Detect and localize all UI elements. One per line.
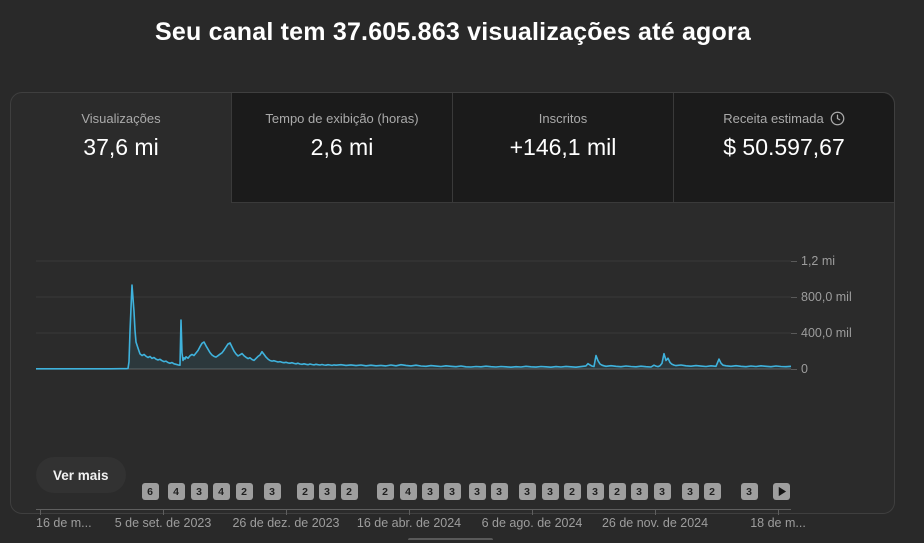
ver-mais-button[interactable]: Ver mais	[36, 457, 126, 493]
badge-next-button[interactable]	[773, 483, 790, 500]
video-count-badge[interactable]: 3	[681, 483, 699, 500]
y-axis-label: 0	[801, 362, 808, 376]
tab-views-label: Visualizações	[11, 111, 231, 126]
x-axis-date-label: 16 de m...	[36, 516, 92, 530]
video-count-badge[interactable]: 3	[541, 483, 559, 500]
video-count-badge[interactable]: 2	[608, 483, 626, 500]
tab-subscribers[interactable]: Inscritos +146,1 mil	[452, 93, 673, 203]
x-axis-tick	[40, 510, 41, 515]
x-axis-tick	[778, 510, 779, 515]
y-axis-label: 400,0 mil	[801, 326, 852, 340]
x-axis-tick	[163, 510, 164, 515]
video-count-badge[interactable]: 2	[376, 483, 394, 500]
video-count-badge[interactable]: 3	[421, 483, 439, 500]
x-axis-line	[36, 509, 791, 510]
x-axis-date-label: 5 de set. de 2023	[114, 516, 212, 530]
video-count-badge[interactable]: 3	[190, 483, 208, 500]
y-axis-tick	[791, 332, 797, 334]
video-count-badge[interactable]: 4	[399, 483, 417, 500]
tab-revenue[interactable]: Receita estimada $ 50.597,67	[673, 93, 894, 203]
x-axis-date-label: 6 de ago. de 2024	[481, 516, 583, 530]
tab-subscribers-label: Inscritos	[453, 111, 673, 126]
video-count-badge[interactable]: 3	[630, 483, 648, 500]
y-axis-tick	[791, 296, 797, 298]
video-count-badge[interactable]: 2	[340, 483, 358, 500]
metric-tabs: Visualizações 37,6 mi Tempo de exibição …	[11, 93, 894, 203]
views-line	[36, 284, 792, 370]
tab-views[interactable]: Visualizações 37,6 mi	[11, 93, 231, 203]
video-count-badge[interactable]: 3	[653, 483, 671, 500]
next-card-top-edge	[408, 538, 493, 540]
tab-revenue-label: Receita estimada	[674, 111, 894, 126]
video-count-badge[interactable]: 2	[296, 483, 314, 500]
video-count-badge[interactable]: 3	[518, 483, 536, 500]
x-axis-date-label: 26 de dez. de 2023	[232, 516, 340, 530]
tab-subscribers-value: +146,1 mil	[509, 134, 617, 160]
video-count-badge[interactable]: 3	[740, 483, 758, 500]
video-count-badge[interactable]: 6	[141, 483, 159, 500]
video-count-badge[interactable]: 4	[212, 483, 230, 500]
y-axis-label: 800,0 mil	[801, 290, 852, 304]
tab-views-value: 37,6 mi	[83, 134, 159, 160]
analytics-card: Visualizações 37,6 mi Tempo de exibição …	[10, 92, 895, 530]
tab-revenue-label-text: Receita estimada	[723, 111, 824, 126]
x-axis-tick	[286, 510, 287, 515]
tab-subscribers-label-text: Inscritos	[538, 111, 588, 126]
x-axis-tick	[532, 510, 533, 515]
video-count-badge[interactable]: 3	[468, 483, 486, 500]
play-arrow-icon	[778, 486, 787, 497]
tab-watch-time-value: 2,6 mi	[310, 134, 374, 160]
y-axis-tick	[791, 368, 797, 370]
tab-watch-time-label: Tempo de exibição (horas)	[232, 111, 452, 126]
page-title: Seu canal tem 37.605.863 visualizações a…	[154, 18, 752, 46]
video-count-badge[interactable]: 3	[443, 483, 461, 500]
y-axis-label: 1,2 mi	[801, 254, 836, 268]
x-axis-tick	[409, 510, 410, 515]
tab-revenue-value: $ 50.597,67	[723, 134, 845, 160]
x-axis-date-label: 16 de abr. de 2024	[356, 516, 462, 530]
video-count-badge[interactable]: 3	[586, 483, 604, 500]
tab-watch-time-label-text: Tempo de exibição (horas)	[265, 111, 419, 126]
tab-watch-time[interactable]: Tempo de exibição (horas) 2,6 mi	[231, 93, 452, 203]
clock-icon	[830, 111, 845, 126]
x-axis-date-label: 26 de nov. de 2024	[601, 516, 709, 530]
video-count-badge[interactable]: 2	[563, 483, 581, 500]
x-axis-date-label: 18 de m...	[750, 516, 806, 530]
x-axis-tick	[655, 510, 656, 515]
video-count-badge[interactable]: 2	[703, 483, 721, 500]
views-line-chart[interactable]	[36, 251, 792, 371]
video-count-badge[interactable]: 3	[490, 483, 508, 500]
video-count-badge[interactable]: 3	[318, 483, 336, 500]
y-axis-tick	[791, 260, 797, 262]
video-count-badge[interactable]: 4	[167, 483, 185, 500]
chart-region: 1,2 mi 800,0 mil 400,0 mil 0 16 de m... 5 de…	[11, 203, 894, 530]
tab-views-label-text: Visualizações	[81, 111, 161, 126]
video-count-badge[interactable]: 2	[235, 483, 253, 500]
video-count-badge[interactable]: 3	[263, 483, 281, 500]
